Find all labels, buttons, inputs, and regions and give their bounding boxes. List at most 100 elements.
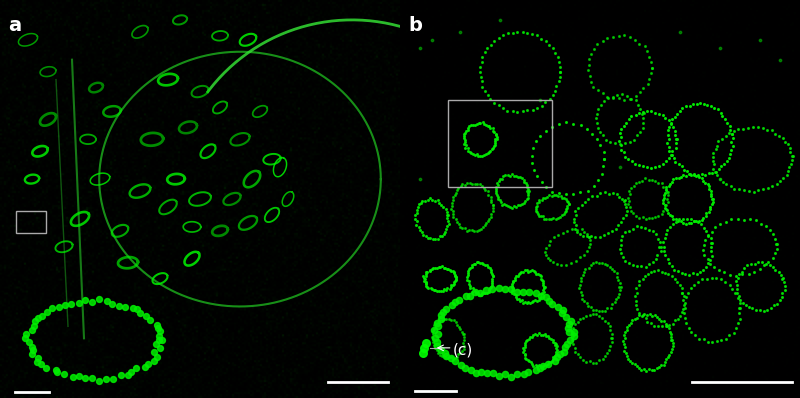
Point xyxy=(124,369,137,375)
Point xyxy=(536,363,549,369)
Point xyxy=(490,192,503,198)
Point xyxy=(526,160,539,166)
Point xyxy=(630,213,642,219)
Point xyxy=(731,216,744,222)
Point xyxy=(518,179,530,185)
Point xyxy=(649,214,662,220)
Point xyxy=(446,302,458,308)
Point xyxy=(540,333,553,339)
Point xyxy=(446,200,458,206)
Point xyxy=(443,286,456,292)
Point xyxy=(733,315,746,322)
Point xyxy=(569,208,582,215)
Point xyxy=(417,273,430,279)
Point xyxy=(614,250,627,256)
Point xyxy=(650,252,663,258)
Point xyxy=(465,122,478,128)
Point xyxy=(730,282,743,289)
Point xyxy=(723,332,736,339)
Point xyxy=(522,194,534,201)
Point xyxy=(591,41,604,47)
Point xyxy=(456,328,469,335)
Point xyxy=(626,360,638,367)
Point xyxy=(454,361,467,368)
Point xyxy=(560,206,573,213)
Point xyxy=(587,307,600,313)
Point xyxy=(757,186,770,192)
Point xyxy=(439,287,452,293)
Point xyxy=(675,309,688,315)
Point xyxy=(615,219,628,225)
Point xyxy=(628,137,641,143)
Point xyxy=(533,362,546,369)
Point xyxy=(507,173,520,179)
Point xyxy=(140,312,153,319)
Point xyxy=(646,228,659,234)
Point xyxy=(551,303,564,310)
Point xyxy=(638,175,651,181)
Point xyxy=(618,258,631,264)
Point xyxy=(554,193,567,199)
Point xyxy=(518,351,531,357)
Point xyxy=(610,296,622,302)
Point xyxy=(623,139,636,145)
Point xyxy=(708,169,721,176)
Point xyxy=(412,201,425,208)
Point xyxy=(601,304,614,311)
Point xyxy=(505,373,518,380)
Point xyxy=(678,315,691,321)
Point xyxy=(706,170,719,176)
Point xyxy=(623,34,636,41)
Point xyxy=(535,213,548,219)
Point xyxy=(520,338,533,344)
Point xyxy=(569,349,582,355)
Point xyxy=(630,302,642,308)
Point xyxy=(629,293,642,300)
Point xyxy=(642,215,655,221)
Point xyxy=(645,107,658,114)
Point xyxy=(518,200,530,206)
Point xyxy=(763,227,776,233)
Point xyxy=(661,323,674,330)
Point xyxy=(739,302,752,308)
Point xyxy=(478,121,490,127)
Point xyxy=(498,201,510,207)
Point xyxy=(761,127,774,133)
Point xyxy=(506,286,519,292)
Point xyxy=(426,339,439,345)
Point xyxy=(664,152,677,158)
Point xyxy=(418,276,431,283)
Point xyxy=(785,160,798,167)
Point xyxy=(667,155,680,161)
Point xyxy=(529,331,542,337)
Point xyxy=(510,203,522,210)
Point xyxy=(510,296,523,302)
Point xyxy=(665,349,678,355)
Point xyxy=(592,177,605,183)
Point xyxy=(605,335,618,341)
Point xyxy=(695,217,708,223)
Point xyxy=(655,211,668,218)
Point xyxy=(433,352,446,359)
Point xyxy=(475,259,488,266)
Point xyxy=(426,336,439,343)
Point xyxy=(598,189,611,195)
Point xyxy=(475,84,488,90)
Point xyxy=(676,289,689,296)
Point xyxy=(606,266,618,272)
Point xyxy=(613,193,626,200)
Point xyxy=(754,307,766,313)
Point xyxy=(705,275,718,281)
Point xyxy=(560,191,573,197)
Point xyxy=(660,189,673,195)
Point xyxy=(542,361,554,367)
Point xyxy=(534,133,546,139)
Point xyxy=(618,97,631,103)
Point xyxy=(575,202,588,209)
Point xyxy=(699,228,712,234)
Point xyxy=(555,212,568,219)
Point xyxy=(723,271,736,278)
Point xyxy=(662,260,675,267)
Point xyxy=(474,68,487,75)
Point xyxy=(539,245,552,251)
